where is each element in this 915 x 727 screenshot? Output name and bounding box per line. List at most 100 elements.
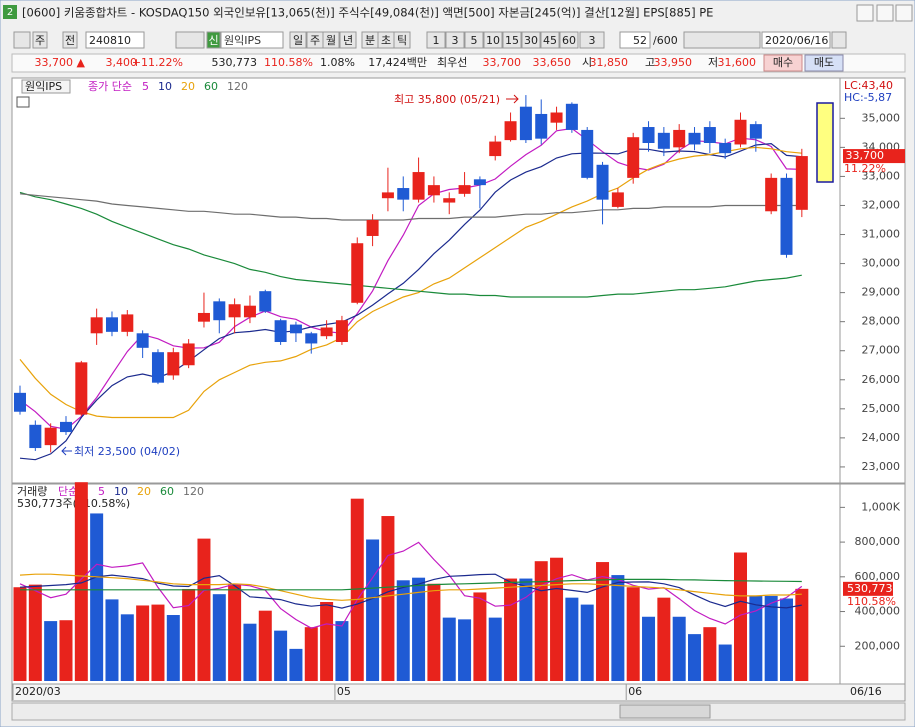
legend-item: 5 [142, 80, 149, 93]
toolbar-button[interactable] [393, 31, 411, 49]
toolbar-button[interactable] [502, 31, 522, 49]
scrollbar[interactable] [11, 702, 906, 721]
volume-bar [550, 557, 564, 681]
toolbar-button[interactable] [85, 31, 145, 49]
table-icon[interactable] [16, 96, 30, 108]
y-tick-label: 24,000 [862, 431, 901, 444]
toolbar-button[interactable] [206, 31, 221, 49]
volume-bar [105, 599, 119, 681]
toolbar-button[interactable] [32, 31, 48, 49]
icon-button[interactable] [175, 31, 205, 49]
candle-body [473, 179, 486, 186]
toolbar-button[interactable] [464, 31, 484, 49]
toolbar-label: 60 [562, 34, 576, 47]
candle-body [458, 185, 471, 194]
volume-bar [458, 619, 472, 681]
toolbar-button[interactable] [339, 31, 357, 49]
candle-body [550, 112, 563, 123]
toolbar-button[interactable] [322, 31, 340, 49]
toolbar-label: 2020/06/16 [765, 34, 828, 47]
quote-item: 매수 [773, 56, 793, 69]
x-tick-label: 06 [628, 685, 642, 698]
quote-item: 33,700 [483, 56, 522, 69]
volume-bar [212, 594, 226, 681]
candle-body [44, 427, 57, 446]
scroll-thumb[interactable] [619, 704, 711, 719]
candle-body [734, 119, 747, 145]
candle-body [427, 185, 440, 196]
icon-button[interactable] [683, 31, 761, 49]
volume-bar [657, 597, 671, 681]
toolbar-button[interactable] [426, 31, 446, 49]
toolbar-label: 주 [310, 34, 320, 47]
candle-body [167, 352, 180, 376]
volume-tag-label: 530,773 [847, 582, 893, 595]
price-tag-label: 33,700 [846, 149, 885, 162]
y-tick-label: 26,000 [862, 373, 901, 386]
y-tick-label: 30,000 [862, 257, 901, 270]
candle-body [703, 127, 716, 144]
sell-button[interactable] [804, 54, 844, 72]
x-axis-band [11, 683, 906, 702]
toolbar-button[interactable] [62, 31, 78, 49]
maximize-button[interactable] [876, 4, 894, 22]
toolbar-button[interactable] [761, 31, 831, 49]
candle-body [121, 314, 134, 332]
toolbar-button[interactable] [483, 31, 503, 49]
icon-button[interactable] [13, 31, 31, 49]
ma-line [19, 127, 802, 430]
quote-item: 3,400 [106, 56, 138, 69]
volume-bar [59, 620, 73, 681]
volume-bar [258, 610, 272, 681]
volume-bar [412, 577, 426, 681]
volume-bar [120, 614, 134, 681]
toolbar-button[interactable] [289, 31, 307, 49]
volume-bar [28, 584, 42, 681]
volume-summary: 530,773주(110.58%) [17, 497, 130, 510]
y-tick-label: 35,000 [862, 111, 901, 124]
candle-body [565, 103, 578, 130]
toolbar-label: 분 [365, 34, 375, 47]
toolbar-button[interactable] [540, 31, 560, 49]
toolbar-button[interactable] [521, 31, 541, 49]
legend-item: 10 [114, 485, 128, 498]
volume-bar [366, 539, 380, 681]
volume-tag [843, 581, 893, 596]
volume-bar [44, 621, 58, 681]
volume-bar [718, 644, 732, 681]
legend-item: 20 [137, 485, 151, 498]
volume-bar [182, 588, 196, 681]
candle-body [688, 132, 701, 145]
toolbar-button[interactable] [220, 31, 284, 49]
toolbar-button[interactable] [445, 31, 465, 49]
legend-item: 120 [183, 485, 204, 498]
icon-button[interactable] [831, 31, 847, 49]
candle-body [780, 177, 793, 255]
candle-body [795, 156, 808, 210]
quote-item: +11.22% [132, 56, 183, 69]
toolbar-label: 45 [543, 34, 557, 47]
close-button[interactable] [895, 4, 913, 22]
app-icon [3, 5, 17, 19]
candle-body [504, 121, 517, 141]
y-tick-label: 400,000 [855, 605, 901, 618]
y-tick-label: 600,000 [855, 570, 901, 583]
buy-button[interactable] [763, 54, 803, 72]
quote-background [11, 53, 906, 73]
y-tick-label: 29,000 [862, 286, 901, 299]
high-annotation: 최고 35,800 (05/21) [394, 93, 500, 106]
toolbar-button[interactable] [579, 31, 605, 49]
quote-item: 1.08% [320, 56, 355, 69]
candle-body [182, 343, 195, 366]
toolbar-button[interactable] [559, 31, 579, 49]
candle-body [228, 304, 241, 318]
candle-body [412, 172, 425, 200]
minimize-button[interactable] [856, 4, 874, 22]
toolbar-button[interactable] [619, 31, 651, 49]
y-tick-label: 1,000K [861, 500, 900, 513]
toolbar-label: 3 [452, 34, 459, 47]
candle-body [535, 113, 548, 139]
toolbar-label: 년 [343, 34, 353, 47]
ma-line [19, 573, 802, 601]
toolbar-label: 월 [326, 34, 336, 47]
